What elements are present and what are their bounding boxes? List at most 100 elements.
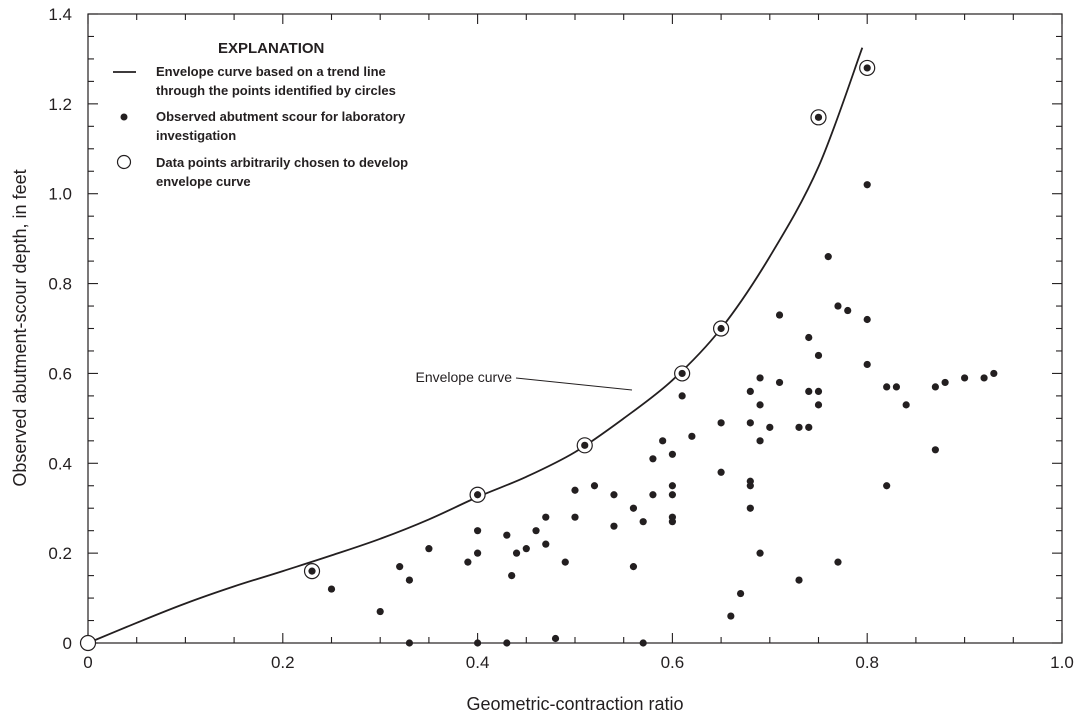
observed-point [883,482,891,490]
observed-point [659,437,667,445]
observed-point [892,383,901,391]
observed-point [542,540,550,548]
envelope-point-circle [79,634,97,652]
y-tick-label: 0 [63,634,72,653]
observed-point [405,639,414,647]
envelope-curve [87,47,864,644]
legend-circle-marker [116,154,132,170]
axis-tick-labels: 0 0.2 0.4 0.6 0.8 1.0 0 0.2 0.4 0.6 0.8 1.0 1.2 1.4 [48,5,1073,672]
observed-point [746,387,754,395]
observed-point [590,482,599,490]
observed-point [941,378,949,387]
envelope-annotation: Envelope curve [415,369,633,391]
y-tick-label: 1.4 [48,5,72,24]
envelope-point-dot [678,369,686,378]
observed-point [522,545,530,553]
observed-point [736,589,745,598]
observed-point [814,401,823,409]
x-tick-label: 0.2 [271,653,295,672]
legend-entry-1-line-2: through the points identified by circles [156,83,396,98]
x-tick-label: 0 [83,653,92,672]
legend-entry-1-line-1: Envelope curve based on a trend line [156,64,386,79]
observed-point [717,468,725,476]
y-axis-title: Observed abutment-scour depth, in feet [10,169,30,486]
observed-point [756,374,764,382]
y-tick-label: 1.0 [48,185,72,204]
observed-point [571,486,579,494]
observed-point [863,315,871,324]
observed-point [931,383,939,391]
y-tick-label: 0.2 [48,544,72,563]
envelope-point-dot [717,324,725,333]
observed-point [629,504,638,512]
envelope-annotation-label: Envelope curve [415,369,512,385]
envelope-point-dot [863,64,871,72]
x-tick-label: 0.6 [661,653,685,672]
observed-point [508,572,516,580]
observed-point [814,387,823,395]
observed-point [532,527,540,535]
observed-point [883,383,891,391]
legend: EXPLANATION Envelope curve based on a tr… [113,40,408,189]
observed-point [629,563,638,571]
y-tick-label: 0.4 [48,454,72,473]
observed-point [668,491,677,499]
observed-point [775,378,784,387]
axis-ticks [87,13,1063,644]
envelope-point-dot [814,113,823,121]
observed-point [756,437,764,445]
observed-point [649,455,657,463]
observed-point [766,423,774,431]
observed-point [717,419,725,427]
observed-point [639,639,647,647]
observed-point [805,333,813,342]
observed-point [678,392,686,400]
observed-point [425,545,433,553]
observed-point [474,639,482,647]
observed-point [610,522,618,530]
envelope-point-dot [308,567,316,575]
observed-point [542,513,550,521]
y-tick-label: 0.8 [48,275,72,294]
y-tick-label: 1.2 [48,95,72,114]
observed-point [464,558,472,566]
observed-point [756,549,764,557]
observed-point [503,639,511,647]
legend-dot-marker [120,113,128,121]
observed-point [649,491,657,499]
observed-points [327,181,998,647]
observed-point [503,531,511,539]
observed-point [746,504,754,512]
envelope-point-dot [581,441,589,449]
observed-point [980,374,988,382]
legend-entry-3-line-1: Data points arbitrarily chosen to develo… [156,155,408,170]
observed-point [990,369,998,378]
legend-entry-2-line-2: investigation [156,128,236,143]
observed-point [824,253,832,261]
observed-point [551,634,560,643]
observed-point [814,351,823,360]
observed-point [688,432,696,440]
observed-point [327,585,336,593]
observed-point [834,558,842,566]
observed-point [961,374,969,382]
observed-point [795,576,803,584]
legend-title: EXPLANATION [218,40,324,57]
observed-point [668,518,677,526]
observed-point [805,423,813,431]
x-axis-title: Geometric-contraction ratio [466,694,683,714]
x-tick-label: 0.4 [466,653,490,672]
observed-point [834,302,842,310]
observed-point [474,549,482,557]
envelope-point-dot [474,491,482,499]
observed-point [931,446,939,454]
observed-point [561,558,569,566]
legend-entry-3-line-2: envelope curve [156,174,251,189]
y-tick-label: 0.6 [48,364,72,383]
x-tick-label: 0.8 [855,653,879,672]
observed-point [668,482,677,490]
observed-point [727,612,735,620]
legend-entry-2-line-1: Observed abutment scour for laboratory [156,109,406,124]
observed-point [863,360,871,369]
